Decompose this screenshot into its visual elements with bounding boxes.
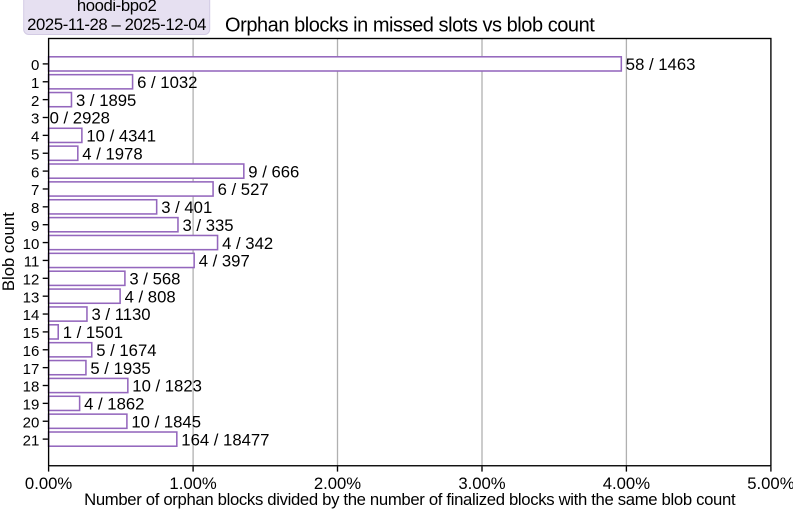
svg-text:6 / 1032: 6 / 1032 bbox=[137, 73, 197, 92]
svg-text:3 / 568: 3 / 568 bbox=[129, 270, 180, 289]
svg-text:10 / 4341: 10 / 4341 bbox=[86, 127, 156, 146]
svg-text:0 / 2928: 0 / 2928 bbox=[50, 109, 110, 128]
svg-text:3 / 1895: 3 / 1895 bbox=[76, 91, 136, 110]
svg-text:7: 7 bbox=[31, 182, 39, 199]
svg-text:4 / 1862: 4 / 1862 bbox=[84, 395, 144, 414]
svg-text:hoodi-bpo2: hoodi-bpo2 bbox=[77, 0, 157, 15]
svg-text:21: 21 bbox=[23, 432, 40, 449]
svg-text:Orphan blocks in missed slots: Orphan blocks in missed slots vs blob co… bbox=[225, 15, 595, 37]
svg-text:4: 4 bbox=[31, 129, 39, 146]
svg-text:1: 1 bbox=[31, 75, 39, 92]
svg-text:10: 10 bbox=[23, 236, 40, 253]
svg-text:5: 5 bbox=[31, 146, 39, 163]
svg-text:0: 0 bbox=[31, 57, 39, 74]
svg-text:1 / 1501: 1 / 1501 bbox=[63, 323, 123, 342]
svg-text:1.00%: 1.00% bbox=[169, 474, 216, 493]
svg-text:6 / 527: 6 / 527 bbox=[218, 180, 269, 199]
svg-text:4 / 397: 4 / 397 bbox=[199, 252, 250, 271]
svg-text:11: 11 bbox=[24, 254, 40, 271]
svg-text:5 / 1674: 5 / 1674 bbox=[96, 341, 156, 360]
svg-text:18: 18 bbox=[23, 379, 40, 396]
svg-text:164 / 18477: 164 / 18477 bbox=[181, 430, 269, 449]
svg-text:16: 16 bbox=[23, 343, 40, 360]
svg-text:3 / 335: 3 / 335 bbox=[183, 216, 234, 235]
svg-text:3 / 401: 3 / 401 bbox=[161, 198, 212, 217]
svg-text:20: 20 bbox=[23, 414, 40, 431]
svg-text:2.00%: 2.00% bbox=[314, 474, 361, 493]
svg-text:19: 19 bbox=[23, 397, 40, 414]
svg-text:2025-11-28 – 2025-12-04: 2025-11-28 – 2025-12-04 bbox=[27, 15, 206, 34]
svg-text:12: 12 bbox=[23, 272, 40, 289]
svg-text:9: 9 bbox=[31, 218, 39, 235]
svg-text:14: 14 bbox=[23, 307, 40, 324]
svg-text:17: 17 bbox=[23, 361, 40, 378]
svg-text:3: 3 bbox=[31, 111, 39, 128]
svg-text:9 / 666: 9 / 666 bbox=[248, 162, 299, 181]
svg-text:13: 13 bbox=[23, 289, 40, 306]
svg-text:5.00%: 5.00% bbox=[747, 474, 793, 493]
svg-text:3 / 1130: 3 / 1130 bbox=[92, 305, 151, 324]
svg-text:10 / 1845: 10 / 1845 bbox=[131, 412, 201, 431]
svg-text:6: 6 bbox=[31, 164, 39, 181]
svg-text:0.00%: 0.00% bbox=[25, 474, 72, 493]
svg-text:4.00%: 4.00% bbox=[603, 474, 650, 493]
svg-text:8: 8 bbox=[31, 200, 39, 217]
svg-text:5 / 1935: 5 / 1935 bbox=[90, 359, 150, 378]
svg-text:2: 2 bbox=[31, 93, 39, 110]
svg-text:15: 15 bbox=[23, 325, 40, 342]
svg-text:Blob count: Blob count bbox=[0, 212, 18, 291]
svg-text:4 / 808: 4 / 808 bbox=[125, 287, 176, 306]
svg-text:Number of orphan blocks divide: Number of orphan blocks divided by the n… bbox=[84, 490, 736, 509]
svg-text:10 / 1823: 10 / 1823 bbox=[132, 377, 202, 396]
svg-text:4 / 1978: 4 / 1978 bbox=[82, 144, 142, 163]
svg-text:3.00%: 3.00% bbox=[458, 474, 505, 493]
svg-text:58 / 1463: 58 / 1463 bbox=[626, 55, 696, 74]
svg-text:4 / 342: 4 / 342 bbox=[222, 234, 273, 253]
